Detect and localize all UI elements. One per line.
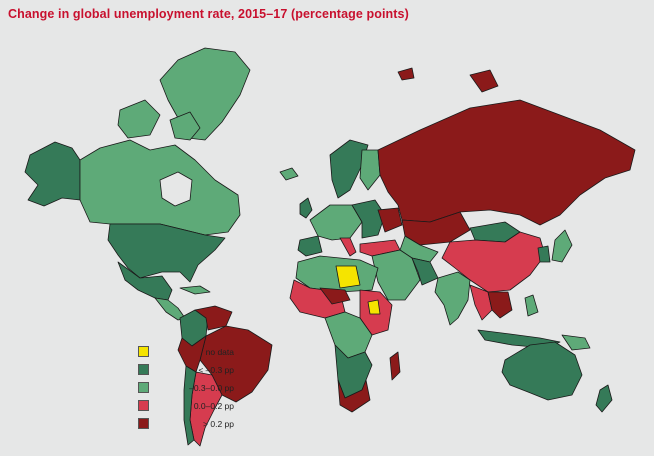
region-new-zealand: [595, 384, 613, 413]
region-eastern-europe: [351, 199, 386, 239]
region-novaya-zemlya: [469, 69, 499, 93]
legend-item-gt-02: > 0.2 pp: [92, 417, 272, 433]
region-arctic-islands-2: [169, 111, 201, 141]
legend-item-0-02: 0.0–0.2 pp: [92, 399, 272, 415]
legend-label: no data: [205, 347, 234, 357]
hudson-bay: [159, 171, 193, 207]
region-madagascar: [389, 351, 401, 381]
region-canada: [79, 139, 241, 236]
region-iceland: [279, 167, 299, 181]
region-south-africa: [337, 379, 371, 413]
legend-label: < –0.3 pp: [198, 365, 234, 375]
region-iran: [411, 257, 439, 286]
region-russia: [377, 99, 636, 226]
map-title: Change in global unemployment rate, 2015…: [8, 7, 409, 21]
region-india: [434, 271, 471, 326]
legend-swatch: [138, 382, 149, 393]
region-japan: [551, 229, 573, 263]
region-chile: [183, 365, 197, 446]
region-libya: [335, 265, 361, 289]
legend-label: 0.0–0.2 pp: [193, 401, 234, 411]
region-siberian-islands: [397, 67, 415, 81]
region-somalia: [367, 299, 381, 315]
legend-swatch: [138, 364, 149, 375]
region-china: [441, 231, 546, 293]
region-philippines: [524, 294, 539, 317]
region-sahel: [319, 287, 351, 305]
legend-item-neg03-0: –0.3–0.0 pp: [92, 381, 272, 397]
region-korea: [537, 245, 551, 263]
region-southeast-asia: [469, 284, 493, 321]
region-spain: [297, 235, 323, 257]
legend-item-lt-neg03: < –0.3 pp: [92, 363, 272, 379]
region-usa: [107, 223, 226, 283]
region-peru: [177, 335, 207, 373]
region-indochina: [487, 291, 513, 319]
legend-label: –0.3–0.0 pp: [189, 383, 234, 393]
legend-item-no-data: no data: [92, 345, 272, 361]
region-ukraine: [377, 207, 403, 233]
region-uk: [299, 197, 313, 219]
region-scandinavia: [329, 139, 369, 199]
legend-swatch: [138, 400, 149, 411]
legend-swatch: [138, 346, 149, 357]
region-central-america: [154, 297, 186, 321]
region-caribbean: [179, 285, 211, 295]
region-brazil: [199, 325, 273, 403]
region-italy: [339, 237, 357, 257]
legend-swatch: [138, 418, 149, 429]
region-arctic-islands: [117, 99, 161, 139]
region-north-africa: [295, 255, 379, 293]
region-png: [561, 334, 591, 351]
region-middle-east: [371, 249, 421, 301]
region-alaska: [24, 141, 81, 207]
legend-label: > 0.2 pp: [203, 419, 234, 429]
region-western-europe: [309, 204, 363, 241]
region-australia: [501, 341, 583, 401]
region-finland: [359, 149, 381, 191]
